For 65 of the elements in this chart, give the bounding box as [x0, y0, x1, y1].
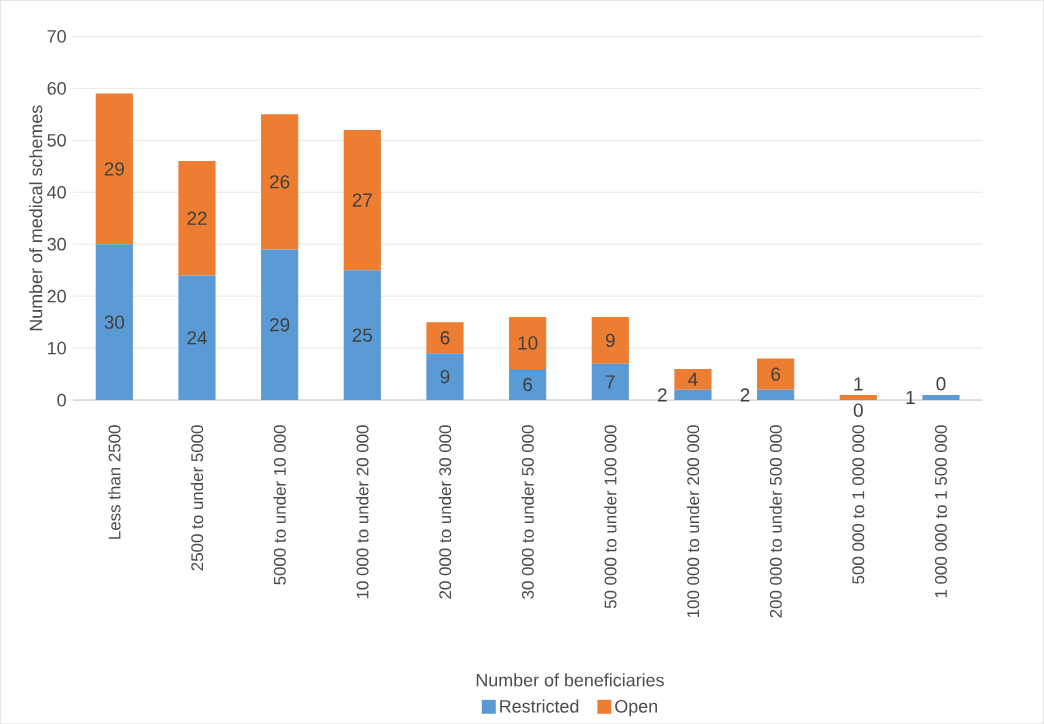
- y-tick-label: 60: [47, 81, 66, 95]
- bar: [757, 358, 795, 390]
- data-label: 29: [104, 162, 124, 176]
- y-axis-title: Number of medical schemes: [29, 105, 43, 331]
- bar: [95, 244, 133, 400]
- y-tick-label: 50: [47, 133, 66, 147]
- legend-label: Restricted: [500, 699, 579, 713]
- bar: [343, 270, 381, 400]
- bar: [178, 275, 216, 400]
- y-tick-label: 10: [48, 341, 66, 355]
- bar: [343, 129, 381, 271]
- data-label: 7: [606, 375, 615, 389]
- data-label: 2: [740, 388, 750, 402]
- data-label: 0: [936, 377, 946, 391]
- y-tick-label: 40: [47, 185, 66, 199]
- data-label: 29: [270, 317, 290, 332]
- y-tick-label: 30: [47, 237, 66, 251]
- x-tick-label: 5000 to under 10 000: [273, 425, 286, 585]
- data-label: 6: [523, 377, 533, 392]
- data-label: 10: [518, 336, 538, 350]
- bar: [922, 394, 960, 400]
- data-label: 4: [688, 372, 698, 386]
- y-tick-label: 70: [47, 29, 66, 43]
- bar: [839, 394, 877, 400]
- bar: [509, 368, 547, 400]
- y-tick-label: 20: [47, 289, 66, 303]
- x-tick-label: 20 000 to under 30 000: [438, 425, 452, 599]
- bar: [261, 114, 299, 250]
- x-tick-label: Less than 2500: [108, 425, 121, 539]
- data-label: 6: [440, 330, 450, 345]
- data-label: 9: [440, 369, 450, 384]
- x-tick-label: 200 000 to under 500 000: [769, 425, 782, 618]
- bar: [95, 93, 133, 245]
- data-label: 26: [270, 175, 290, 189]
- data-label: 22: [187, 211, 207, 225]
- data-label: 9: [605, 333, 615, 347]
- bar: [426, 353, 464, 400]
- x-tick-label: 2500 to under 5000: [190, 425, 204, 571]
- data-label: 24: [187, 331, 207, 345]
- bar: [509, 316, 547, 369]
- x-tick-label: 1 000 000 to 1 500 000: [934, 425, 947, 598]
- x-tick-label: 500 000 to 1 000 000: [852, 425, 865, 584]
- data-label: 30: [104, 315, 125, 329]
- legend-label: Open: [615, 699, 657, 717]
- data-label: 1: [854, 377, 863, 391]
- bar: [674, 368, 712, 390]
- x-tick-label: 10 000 to under 20 000: [356, 425, 369, 599]
- data-label: 2: [658, 388, 667, 402]
- bar: [261, 249, 299, 400]
- bar: [426, 322, 464, 354]
- bar: [757, 389, 795, 400]
- x-tick-label: 100 000 to under 200 000: [686, 425, 700, 617]
- x-axis-title: Number of beneficiaries: [476, 673, 664, 687]
- data-label: 27: [352, 193, 372, 207]
- y-tick-label: 0: [57, 393, 66, 407]
- data-label: 1: [906, 390, 915, 404]
- bar: [591, 316, 629, 364]
- bar: [674, 389, 712, 400]
- x-tick-label: 30 000 to under 50 000: [521, 425, 534, 599]
- data-label: 6: [771, 367, 781, 381]
- bar: [591, 363, 629, 400]
- x-tick-label: 50 000 to under 100 000: [604, 425, 617, 609]
- data-label: 25: [352, 328, 373, 342]
- data-label: 0: [853, 403, 863, 417]
- bar: [178, 160, 216, 276]
